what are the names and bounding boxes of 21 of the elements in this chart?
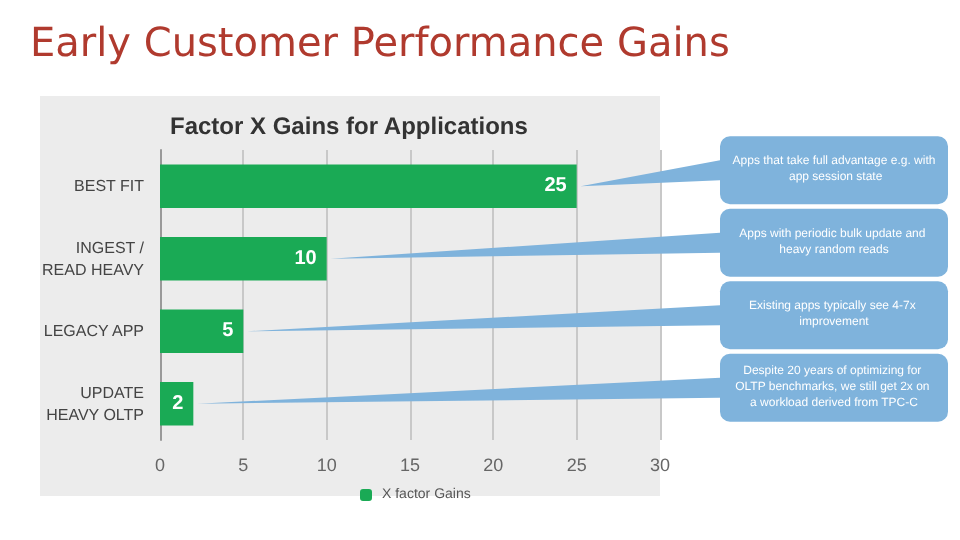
- chart-title: Early Customer Performance Gains: [30, 18, 730, 66]
- bar: [160, 382, 194, 426]
- x-tick-label: 20: [483, 455, 504, 475]
- data-label: 10: [294, 247, 318, 270]
- x-tick-label: 5: [238, 455, 249, 475]
- data-label: 25: [544, 175, 568, 198]
- data-label: 2: [172, 392, 185, 415]
- bar: [160, 237, 327, 281]
- x-tick-label: 10: [316, 455, 337, 475]
- y-tick-label: INGEST / READ HEAVY: [42, 238, 146, 279]
- y-tick-label: BEST FIT: [74, 177, 145, 196]
- x-tick-label: 30: [649, 455, 671, 475]
- y-tick-label: LEGACY APP: [43, 322, 144, 341]
- x-tick-label: 15: [399, 455, 421, 475]
- chart-subtitle: Factor X Gains for Applications: [170, 112, 529, 140]
- y-tick-label: UPDATE HEAVY OLTP: [46, 383, 144, 424]
- bar: [160, 309, 244, 353]
- data-label: 5: [222, 320, 235, 343]
- x-tick-label: 25: [566, 455, 587, 475]
- bar: [160, 164, 577, 208]
- x-tick-label: 0: [154, 455, 166, 475]
